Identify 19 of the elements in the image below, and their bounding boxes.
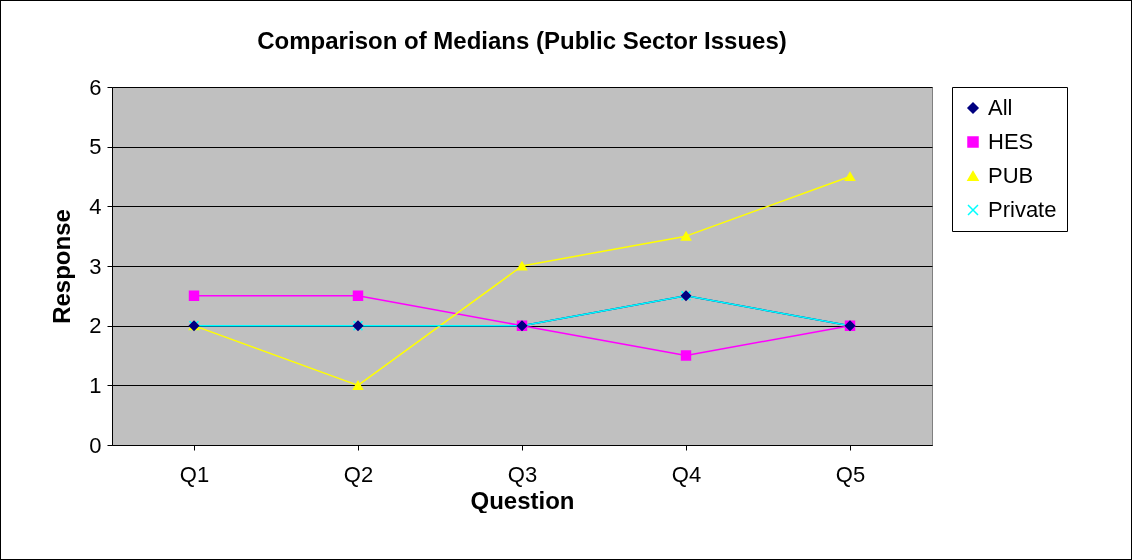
legend-label: All (988, 95, 1013, 120)
y-tick-label: 1 (89, 372, 102, 398)
y-axis-title: Response (48, 209, 76, 324)
legend-label: PUB (988, 163, 1034, 188)
chart-title: Comparison of Medians (Public Sector Issues) (257, 27, 787, 54)
x-tick-label: Q5 (835, 461, 866, 487)
y-tick-label: 0 (89, 432, 102, 458)
legend-label: HES (988, 129, 1034, 154)
x-tick-label: Q4 (671, 461, 702, 487)
y-tick-label: 3 (89, 253, 102, 279)
x-tick-label: Q2 (343, 461, 374, 487)
y-tick-label: 6 (89, 74, 102, 100)
x-tick-label: Q1 (179, 461, 210, 487)
x-tick-label: Q3 (507, 461, 538, 487)
y-tick-label: 5 (89, 134, 102, 160)
x-axis-title: Question (470, 486, 575, 514)
y-tick-label: 2 (89, 313, 102, 339)
legend-label: Private (988, 197, 1057, 222)
y-tick-label: 4 (89, 193, 102, 219)
